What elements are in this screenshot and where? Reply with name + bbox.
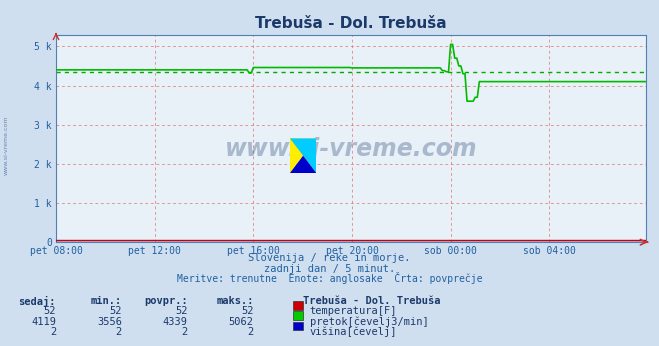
Text: Trebuša - Dol. Trebuša: Trebuša - Dol. Trebuša bbox=[303, 296, 441, 306]
Text: temperatura[F]: temperatura[F] bbox=[310, 306, 397, 316]
Text: 52: 52 bbox=[109, 306, 122, 316]
Text: 52: 52 bbox=[175, 306, 188, 316]
Text: 4339: 4339 bbox=[163, 317, 188, 327]
Text: www.si-vreme.com: www.si-vreme.com bbox=[3, 116, 9, 175]
Text: 2: 2 bbox=[182, 327, 188, 337]
Text: višina[čevelj]: višina[čevelj] bbox=[310, 327, 397, 337]
Text: maks.:: maks.: bbox=[216, 296, 254, 306]
Text: 2: 2 bbox=[248, 327, 254, 337]
Text: zadnji dan / 5 minut.: zadnji dan / 5 minut. bbox=[264, 264, 395, 274]
Text: Meritve: trenutne  Enote: anglosake  Črta: povprečje: Meritve: trenutne Enote: anglosake Črta:… bbox=[177, 272, 482, 284]
Text: 4119: 4119 bbox=[31, 317, 56, 327]
Text: Slovenija / reke in morje.: Slovenija / reke in morje. bbox=[248, 253, 411, 263]
Text: 5062: 5062 bbox=[229, 317, 254, 327]
Text: 52: 52 bbox=[241, 306, 254, 316]
Text: www.si-vreme.com: www.si-vreme.com bbox=[225, 137, 477, 161]
Text: 52: 52 bbox=[43, 306, 56, 316]
Title: Trebuša - Dol. Trebuša: Trebuša - Dol. Trebuša bbox=[255, 16, 447, 31]
Text: 3556: 3556 bbox=[97, 317, 122, 327]
Text: pretok[čevelj3/min]: pretok[čevelj3/min] bbox=[310, 317, 428, 327]
Polygon shape bbox=[290, 156, 316, 173]
Text: sedaj:: sedaj: bbox=[18, 296, 56, 307]
Polygon shape bbox=[290, 138, 316, 173]
Text: 2: 2 bbox=[116, 327, 122, 337]
Text: min.:: min.: bbox=[91, 296, 122, 306]
Polygon shape bbox=[290, 138, 316, 173]
Text: 2: 2 bbox=[50, 327, 56, 337]
Text: povpr.:: povpr.: bbox=[144, 296, 188, 306]
